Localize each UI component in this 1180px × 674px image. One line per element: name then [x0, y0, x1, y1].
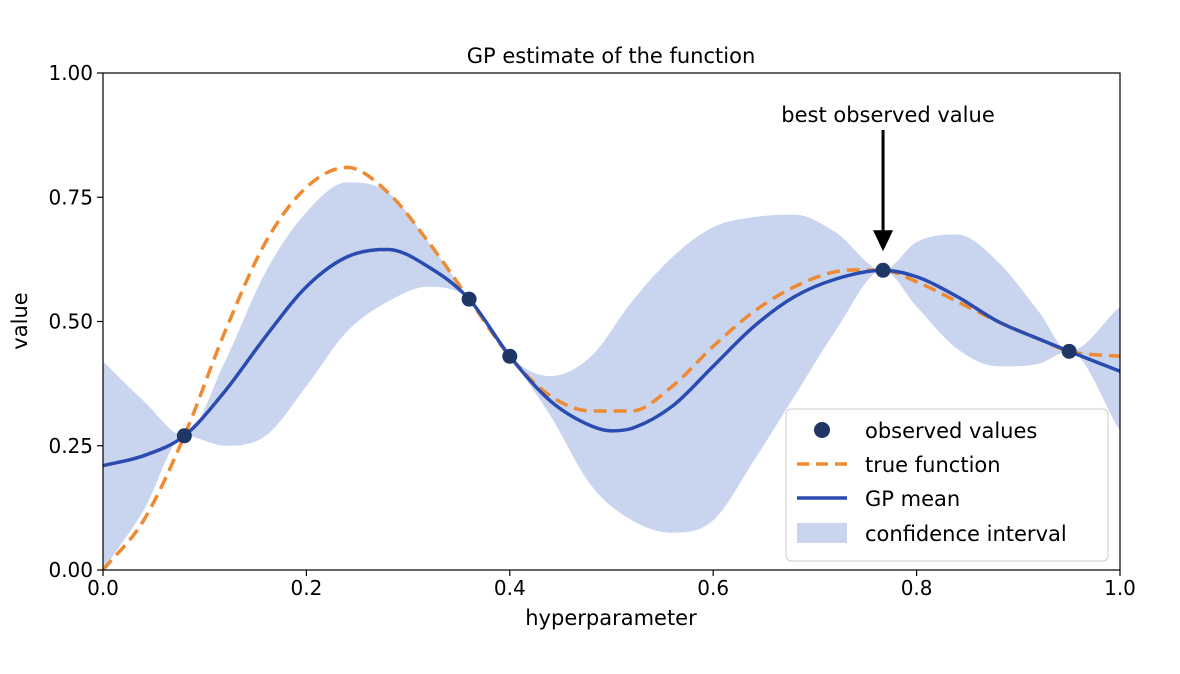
observed-point [176, 428, 192, 444]
observed-point [875, 262, 891, 278]
legend-label-true-function: true function [865, 453, 1001, 477]
confidence-band-layer [103, 182, 1120, 570]
observed-points-layer [176, 262, 1077, 444]
x-tick-label: 0.4 [494, 576, 526, 600]
chart-title: GP estimate of the function [467, 44, 756, 68]
observed-point [502, 348, 518, 364]
observed-point [461, 291, 477, 307]
x-tick-label: 0.0 [87, 576, 119, 600]
legend: observed values true function GP mean co… [785, 408, 1109, 562]
y-axis: 0.00 0.25 0.50 0.75 1.00 [48, 61, 103, 582]
y-tick-label: 0.75 [48, 185, 93, 209]
x-tick-label: 0.2 [290, 576, 322, 600]
x-axis: 0.0 0.2 0.4 0.6 0.8 1.0 [87, 570, 1136, 600]
x-tick-label: 1.0 [1104, 576, 1136, 600]
legend-label-gp-mean: GP mean [865, 487, 960, 511]
gp-mean-layer [103, 247, 1120, 468]
legend-marker-observed [814, 422, 830, 438]
y-tick-label: 0.25 [48, 434, 93, 458]
y-axis-label: value [8, 292, 32, 349]
annotation-arrow-head [873, 230, 894, 252]
true-function-line [103, 165, 1120, 570]
confidence-interval-band [103, 182, 1120, 570]
x-tick-label: 0.6 [697, 576, 729, 600]
gp-mean-line [103, 247, 1120, 468]
legend-box [785, 408, 1109, 562]
y-tick-label: 0.50 [48, 310, 93, 334]
legend-marker-confidence [797, 523, 847, 543]
x-axis-label: hyperparameter [525, 606, 697, 630]
legend-label-observed: observed values [865, 419, 1037, 443]
y-tick-label: 1.00 [48, 61, 93, 85]
observed-point [1061, 343, 1077, 359]
x-tick-label: 0.8 [901, 576, 933, 600]
true-function-layer [103, 165, 1120, 570]
legend-label-confidence: confidence interval [865, 522, 1067, 546]
annotation-text: best observed value [781, 103, 995, 127]
y-tick-label: 0.00 [48, 558, 93, 582]
best-value-annotation: best observed value [781, 103, 995, 252]
